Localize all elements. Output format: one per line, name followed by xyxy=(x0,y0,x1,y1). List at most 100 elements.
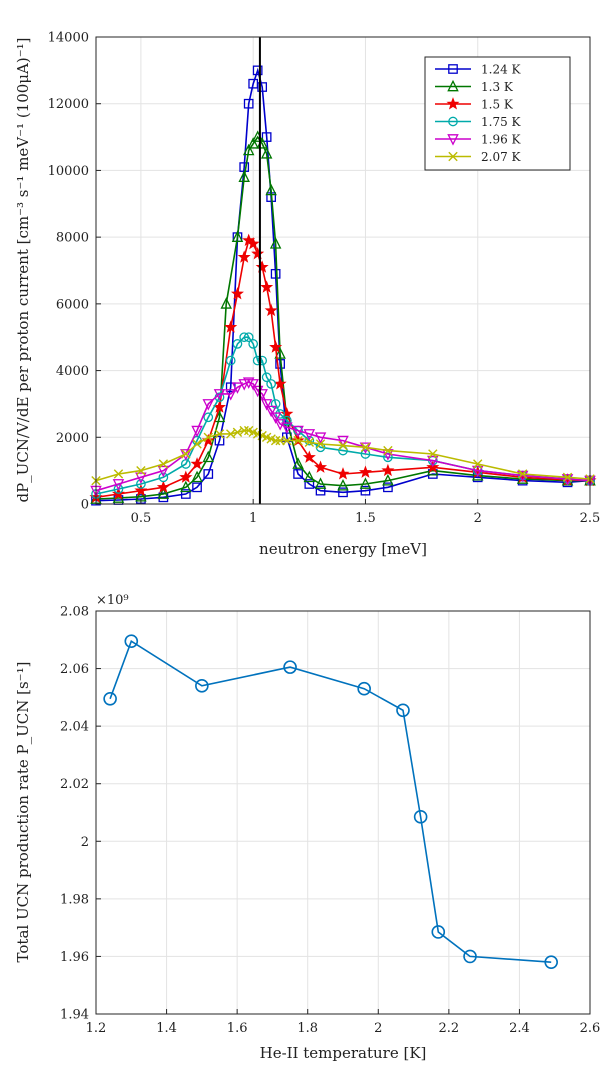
data-point xyxy=(473,459,483,469)
rate-point xyxy=(544,955,558,969)
data-point xyxy=(252,65,263,76)
data-point xyxy=(239,332,250,343)
rate-point xyxy=(195,679,209,693)
data-point xyxy=(157,465,170,478)
data-point xyxy=(273,377,287,390)
y-tick-label: 2.04 xyxy=(60,720,89,735)
data-point xyxy=(383,482,393,493)
rate-point xyxy=(103,691,117,706)
data-point xyxy=(203,412,214,423)
rate-point xyxy=(124,634,139,649)
data-point xyxy=(252,355,263,366)
data-point xyxy=(214,429,225,439)
data-point xyxy=(242,143,255,156)
y-tick-label: 2.08 xyxy=(60,605,89,620)
data-point xyxy=(135,472,147,484)
data-point xyxy=(248,339,259,349)
data-point xyxy=(338,440,348,451)
data-point xyxy=(275,435,285,446)
data-point xyxy=(202,399,215,411)
data-point xyxy=(338,487,348,498)
x-tick-label: 2 xyxy=(374,1021,382,1036)
data-point xyxy=(180,480,192,493)
data-point xyxy=(224,320,238,333)
data-point xyxy=(337,435,349,448)
data-point xyxy=(381,463,395,477)
legend-label: 1.75 K xyxy=(481,115,522,129)
data-point xyxy=(157,487,170,499)
y-tick-label: 2.06 xyxy=(60,662,89,677)
data-point xyxy=(255,260,269,273)
data-point xyxy=(314,432,327,444)
data-point xyxy=(203,432,213,442)
x-tick-label: 1.4 xyxy=(156,1021,177,1036)
data-point xyxy=(247,379,259,391)
data-point xyxy=(180,489,191,499)
y-tick-label: 2.02 xyxy=(60,777,89,792)
data-point xyxy=(314,477,327,489)
x-tick-label: 2.4 xyxy=(509,1021,530,1036)
data-point xyxy=(230,287,244,300)
x-tick-label: 2.5 xyxy=(580,511,601,526)
data-point xyxy=(214,435,225,446)
y-tick-label: 1.98 xyxy=(60,892,89,907)
legend-marker xyxy=(447,79,459,92)
legend-marker xyxy=(446,97,460,110)
series-line xyxy=(95,67,591,502)
series-group-2 xyxy=(103,634,558,969)
legend-marker xyxy=(448,151,458,162)
data-point xyxy=(202,450,215,463)
data-point xyxy=(269,340,283,353)
data-point xyxy=(231,230,244,242)
data-point xyxy=(275,409,285,419)
data-point xyxy=(134,483,148,497)
rate-point xyxy=(463,949,477,964)
data-point xyxy=(360,442,371,452)
y-tick-label: 14000 xyxy=(48,31,89,46)
x-tick-label: 2 xyxy=(474,511,482,526)
data-point xyxy=(359,477,372,489)
x-tick-label: 1.2 xyxy=(86,1021,107,1036)
data-point xyxy=(242,377,255,389)
data-point xyxy=(304,479,315,489)
data-point xyxy=(260,280,274,293)
legend: 1.24 K 1.3 K 1.5 K 1.75 K 1.96 K 2.07 K xyxy=(424,56,571,171)
series-1_24K xyxy=(91,65,595,506)
legend-entry: 1.75 K xyxy=(435,115,522,129)
data-point xyxy=(213,389,226,401)
rate-line xyxy=(109,639,552,963)
data-point xyxy=(281,422,293,434)
data-point xyxy=(158,472,169,483)
data-point xyxy=(264,303,278,317)
x-tick-label: 0.5 xyxy=(131,511,152,526)
multiplier-label: ×10⁹ xyxy=(96,593,129,608)
legend-entry: 2.07 K xyxy=(435,150,522,164)
legend-box xyxy=(424,56,571,171)
data-point xyxy=(158,459,169,469)
data-point xyxy=(190,457,204,470)
data-point xyxy=(293,435,303,446)
data-point xyxy=(428,449,438,459)
data-point xyxy=(292,457,304,469)
legend-label: 1.96 K xyxy=(481,133,522,147)
rate-point xyxy=(357,681,371,696)
legend-marker xyxy=(447,134,459,146)
y-tick-label: 4000 xyxy=(56,364,89,379)
data-point xyxy=(282,415,292,426)
x-tick-label: 1 xyxy=(249,511,257,526)
data-point xyxy=(302,450,316,463)
axes-box-1 xyxy=(95,36,591,505)
x-tick-label: 1.5 xyxy=(355,511,376,526)
data-point xyxy=(232,339,243,349)
y-tick-label: 0 xyxy=(81,498,89,513)
data-point xyxy=(191,425,203,438)
series-line xyxy=(95,336,591,495)
data-point xyxy=(238,170,250,182)
data-point xyxy=(251,246,265,260)
data-point xyxy=(179,470,193,483)
data-point xyxy=(266,379,276,389)
data-point xyxy=(282,435,292,446)
data-point xyxy=(260,147,273,159)
data-point xyxy=(192,439,202,449)
data-point xyxy=(239,425,249,436)
